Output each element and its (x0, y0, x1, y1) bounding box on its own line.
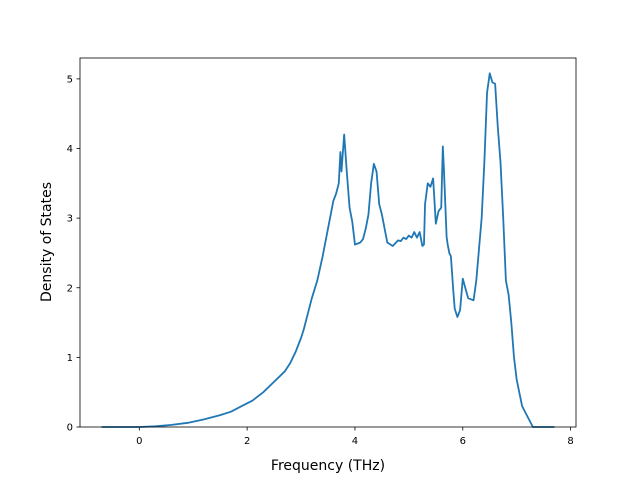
y-tick-label: 2 (67, 283, 73, 294)
x-axis-ticks: 0 2 4 6 8 (136, 427, 574, 447)
x-axis-label: Frequency (THz) (271, 458, 385, 474)
y-tick-label: 5 (67, 74, 73, 85)
y-axis-label: Density of States (39, 182, 55, 302)
x-tick-label: 6 (460, 436, 466, 447)
y-tick-label: 1 (67, 353, 73, 364)
x-tick-label: 8 (567, 436, 573, 447)
x-tick-label: 2 (244, 436, 250, 447)
x-tick-label: 4 (352, 436, 358, 447)
y-tick-label: 4 (67, 144, 73, 155)
dos-series-line (101, 72, 555, 428)
x-tick-label: 0 (136, 436, 142, 447)
y-tick-label: 3 (67, 214, 73, 225)
y-tick-label: 0 (67, 423, 73, 434)
plot-area-frame (79, 57, 577, 428)
y-axis-ticks: 0 1 2 3 4 5 (67, 74, 80, 434)
